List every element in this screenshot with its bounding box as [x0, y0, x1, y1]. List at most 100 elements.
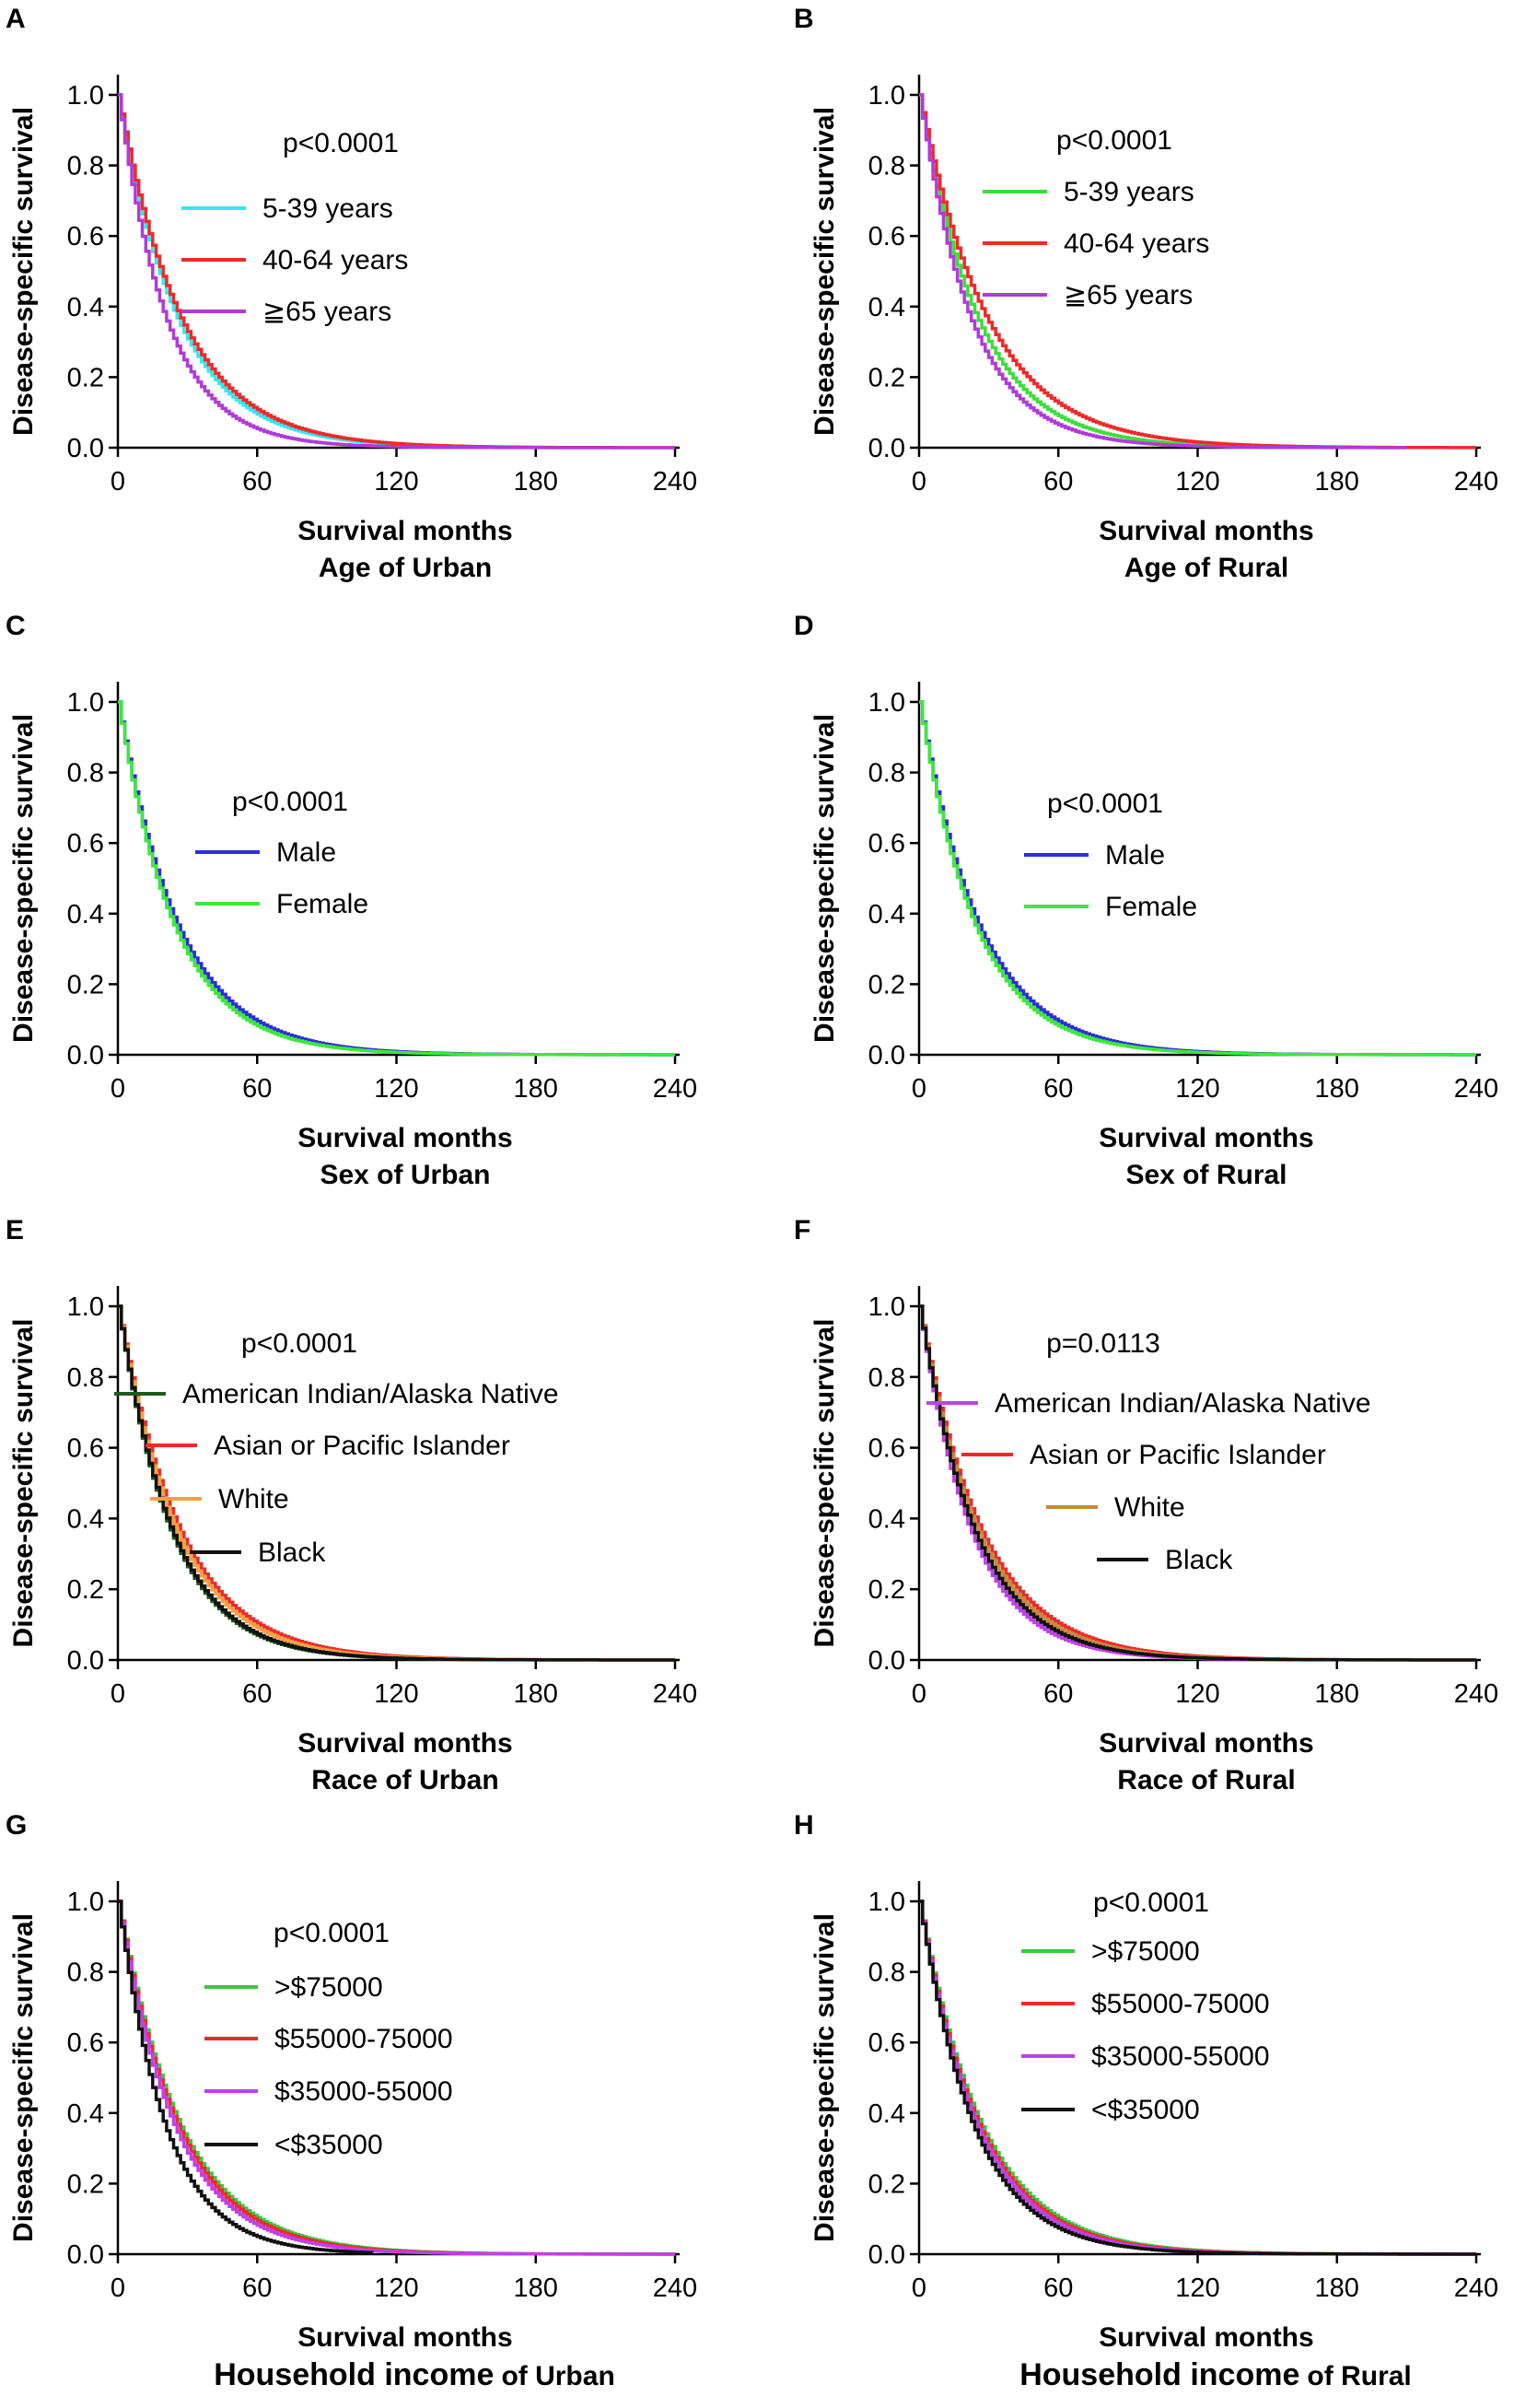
subtitle-main: Household income — [214, 2357, 494, 2392]
survival-curve-1 — [118, 1304, 581, 1662]
p-value: p<0.0001 — [232, 787, 348, 817]
panel-e: E Disease-specific survival 0.0 0.2 0.4 0.6 0.… — [6, 1215, 697, 1795]
panel-c: C Disease-specific survival 0.0 0.2 0.4 0.6 0.… — [6, 611, 697, 1190]
y-tick-label: 0.2 — [67, 970, 104, 999]
x-tick-label: 240 — [653, 1074, 697, 1104]
y-axis-label: Disease-specific survival — [809, 107, 840, 436]
x-tick-label: 240 — [1454, 1679, 1498, 1709]
y-tick-label: 0.2 — [868, 1575, 905, 1605]
y-tick-label: 0.8 — [868, 1363, 905, 1393]
x-tick-label: 240 — [653, 1679, 697, 1709]
x-tick-label: 240 — [653, 467, 697, 497]
x-tick-label: 120 — [1175, 467, 1219, 497]
x-tick-label: 180 — [514, 1679, 558, 1709]
y-axis-label: Disease-specific survival — [8, 1319, 39, 1648]
y-axis-label: Disease-specific survival — [8, 107, 39, 436]
p-value: p<0.0001 — [241, 1328, 357, 1359]
panel-f: F Disease-specific survival 0.0 0.2 0.4 0.6 0.… — [794, 1215, 1498, 1795]
x-axis-label: Survival months — [297, 1123, 512, 1153]
y-tick-label: 0.0 — [868, 434, 905, 463]
survival-curve-1 — [919, 1304, 1268, 1662]
x-tick-label: 240 — [653, 2274, 697, 2303]
x-tick-label: 180 — [1315, 1679, 1359, 1709]
y-tick-label: 1.0 — [868, 1888, 905, 1917]
x-tick-label: 60 — [242, 467, 272, 497]
y-tick-label: 1.0 — [868, 1292, 905, 1322]
y-axis-label: Disease-specific survival — [809, 714, 840, 1043]
legend-label: Male — [276, 837, 336, 868]
survival-curve-3 — [118, 1304, 675, 1662]
x-tick-label: 180 — [1315, 2274, 1359, 2303]
y-tick-label: 0.2 — [868, 363, 905, 392]
legend-label: ≧65 years — [262, 297, 391, 327]
y-tick-label: 0.6 — [868, 222, 905, 251]
legend-label: American Indian/Alaska Native — [995, 1388, 1371, 1419]
x-tick-label: 120 — [1175, 1679, 1219, 1709]
panel-letter: E — [6, 1215, 24, 1245]
x-tick-label: 60 — [1043, 1074, 1073, 1104]
x-axis-subtitle: Household income of Urban — [214, 2357, 615, 2392]
x-tick-label: 120 — [374, 467, 418, 497]
x-axis-label: Survival months — [1099, 516, 1313, 546]
y-tick-label: 0.2 — [67, 2169, 104, 2199]
x-tick-label: 120 — [1175, 2274, 1219, 2303]
x-tick-label: 120 — [1175, 1074, 1219, 1104]
x-axis-subtitle: Sex of Rural — [1125, 1160, 1287, 1190]
y-tick-label: 0.0 — [67, 434, 104, 463]
x-tick-label: 0 — [111, 1074, 125, 1104]
survival-curve-1 — [118, 700, 675, 1057]
x-axis-subtitle: Household income of Rural — [1019, 2357, 1412, 2392]
y-tick-label: 0.4 — [67, 293, 104, 322]
panel-letter: A — [6, 4, 26, 34]
legend-label: 40-64 years — [262, 245, 408, 275]
y-tick-label: 0.8 — [67, 1958, 104, 1988]
x-tick-label: 240 — [1454, 2274, 1498, 2303]
survival-curve-3 — [919, 1304, 1476, 1662]
y-tick-label: 0.4 — [67, 1504, 104, 1534]
x-tick-label: 120 — [374, 2274, 418, 2303]
y-tick-label: 0.2 — [868, 970, 905, 999]
p-value: p<0.0001 — [283, 128, 399, 158]
x-tick-label: 60 — [1043, 2274, 1073, 2303]
survival-curve-2 — [118, 700, 675, 1057]
legend-label: <$35000 — [274, 2130, 383, 2160]
p-value: p<0.0001 — [274, 1918, 390, 1948]
y-tick-label: 0.8 — [868, 759, 905, 789]
legend-label: Black — [258, 1537, 326, 1568]
x-tick-label: 0 — [912, 1074, 926, 1104]
survival-curve-3 — [118, 93, 675, 450]
p-value: p<0.0001 — [1056, 125, 1172, 156]
x-axis-label: Survival months — [1099, 1123, 1313, 1153]
y-tick-label: 0.8 — [67, 1363, 104, 1393]
x-axis-subtitle: Age of Urban — [319, 553, 492, 583]
x-tick-label: 180 — [514, 467, 558, 497]
subtitle-suffix: of Urban — [501, 2361, 614, 2391]
panel-letter: B — [794, 4, 814, 34]
y-tick-label: 0.0 — [868, 1041, 905, 1070]
panel-g: G Disease-specific survival 0.0 0.2 0.4 0.6 0.… — [6, 1810, 697, 2392]
survival-curve-2 — [118, 1304, 675, 1662]
y-tick-label: 0.6 — [67, 2028, 104, 2058]
survival-curve-2 — [919, 93, 1476, 450]
x-axis-subtitle: Age of Rural — [1124, 553, 1288, 583]
x-tick-label: 180 — [514, 1074, 558, 1104]
survival-curve-2 — [919, 700, 1476, 1057]
legend-label: <$35000 — [1091, 2095, 1200, 2125]
panel-a: A Disease-specific survival 0.0 0.2 0.4 0.6 0.… — [6, 4, 697, 583]
x-tick-label: 60 — [242, 1679, 272, 1709]
x-axis-label: Survival months — [297, 2322, 512, 2353]
panel-letter: H — [794, 1810, 814, 1841]
y-tick-label: 0.6 — [67, 1434, 104, 1464]
x-tick-label: 240 — [1454, 1074, 1498, 1104]
legend-label: >$75000 — [1091, 1936, 1200, 1967]
legend-label: >$75000 — [274, 1972, 383, 2003]
x-axis-subtitle: Race of Urban — [311, 1765, 498, 1795]
x-tick-label: 180 — [514, 2274, 558, 2303]
y-axis-label: Disease-specific survival — [809, 1913, 840, 2242]
y-tick-label: 0.6 — [67, 222, 104, 251]
legend-label: Male — [1105, 840, 1165, 871]
panel-letter: C — [6, 611, 26, 641]
x-tick-label: 60 — [242, 2274, 272, 2303]
y-tick-label: 1.0 — [67, 688, 104, 718]
